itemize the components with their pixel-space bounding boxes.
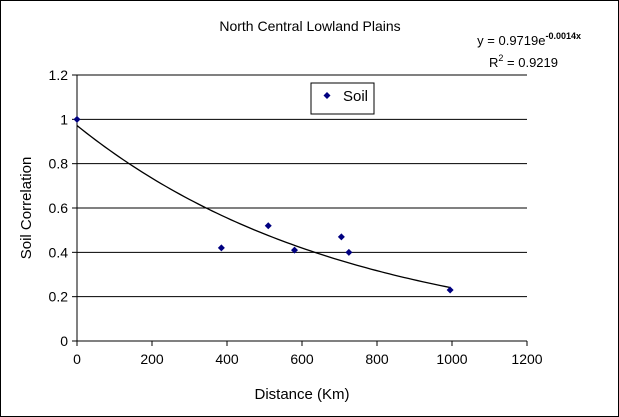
r-squared-superscript: 2 [498, 53, 503, 63]
x-tick-label: 200 [140, 351, 164, 367]
y-tick-label: 0.6 [49, 200, 69, 216]
r-squared-label: R [489, 55, 498, 70]
data-points [73, 115, 454, 294]
y-tick-label: 0 [60, 333, 68, 349]
legend-label: Soil [343, 88, 368, 105]
x-tick-label: 800 [365, 351, 389, 367]
y-axis-label: Soil Correlation [18, 157, 35, 260]
data-point-diamond [264, 222, 272, 230]
x-tick-label: 0 [73, 351, 81, 367]
data-point-diamond [337, 233, 345, 241]
r-squared-value: = 0.9219 [503, 55, 558, 70]
equation-exponent: -0.0014x [545, 31, 581, 41]
y-tick-label: 1.2 [49, 67, 69, 83]
x-axis-label: Distance (Km) [254, 386, 349, 403]
y-tick-label: 0.4 [49, 244, 69, 260]
legend-box [310, 82, 375, 115]
y-tick-label: 0.2 [49, 289, 69, 305]
data-point-diamond [345, 248, 353, 256]
trendline-equation: y = 0.9719e-0.0014x R2 = 0.9219 [477, 31, 581, 70]
axes [72, 74, 528, 346]
y-tick-label: 0.8 [49, 156, 69, 172]
data-point-diamond [217, 244, 225, 252]
data-point-diamond [446, 286, 454, 294]
grid-lines [77, 74, 527, 298]
data-point-diamond [291, 246, 298, 254]
tick-labels: 0 0.2 0.4 0.6 0.8 1 1.2 0 200 400 600 800 1000 1200 [49, 67, 543, 367]
legend-marker-diamond-icon [323, 92, 331, 99]
trendline [76, 125, 451, 289]
x-tick-label: 600 [290, 351, 314, 367]
data-point-diamond [73, 115, 81, 123]
x-tick-label: 1000 [436, 351, 467, 367]
x-tick-label: 1200 [511, 351, 542, 367]
y-tick-label: 1 [60, 111, 68, 127]
x-tick-label: 400 [215, 351, 239, 367]
chart-title: North Central Lowland Plains [219, 18, 400, 34]
r-squared-text: R2 = 0.9219 [489, 53, 558, 70]
equation-text: y = 0.9719e-0.0014x [477, 31, 581, 48]
legend: Soil [310, 82, 375, 115]
equation-base: y = 0.9719e [477, 33, 545, 48]
